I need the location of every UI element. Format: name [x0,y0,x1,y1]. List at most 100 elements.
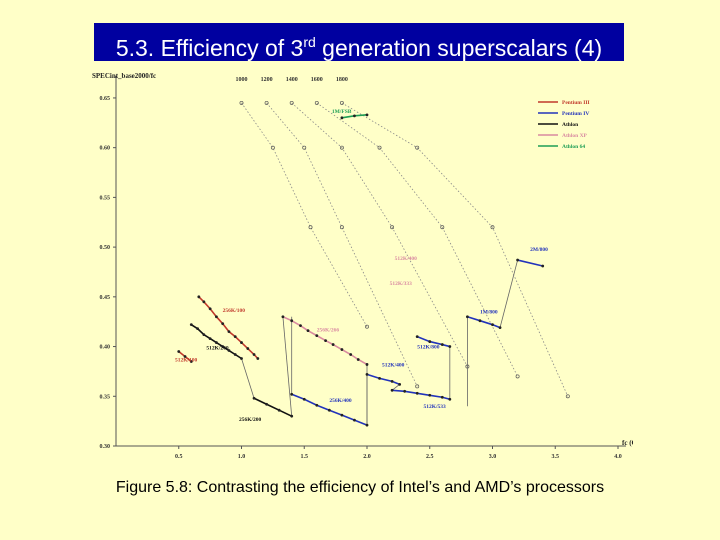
x-tick-label: 0.5 [175,454,183,460]
data-point [415,335,419,339]
config-annotation: 512K/533 [423,404,446,410]
data-point [227,349,231,352]
data-point [202,300,206,304]
y-tick-label: 0.60 [100,146,111,152]
config-annotation: 256K/400 [329,398,352,404]
iso-point [270,145,275,150]
y-tick-label: 0.65 [100,96,111,102]
data-point [299,324,302,328]
data-point [256,357,260,360]
config-annotation: 512K/400 [382,362,405,368]
config-annotation: 256K/100 [223,308,246,314]
series-connector [499,259,518,328]
iso-point [289,100,294,105]
data-point [403,389,407,393]
data-point [390,388,394,392]
iso-top-label: 1600 [311,77,323,83]
iso-line [316,102,518,377]
series-connector [241,358,255,399]
data-point [221,345,225,348]
config-annotation: 512K/200 [206,346,229,352]
config-annotation: 1M/800 [480,310,498,316]
x-tick-label: 1.0 [238,454,246,460]
iso-point [308,225,313,230]
x-axis-label: fc (GHz) [622,439,633,447]
data-point [240,341,243,344]
data-point [353,418,356,422]
data-point [340,348,344,351]
data-point [252,353,256,356]
data-point [398,382,402,386]
data-point [233,353,237,356]
iso-point [302,145,307,150]
data-point [189,360,193,363]
series-line [467,315,501,329]
x-tick-label: 2.0 [363,454,371,460]
iso-point [490,225,495,230]
data-point [215,341,218,344]
series-line [366,373,400,386]
iso-top-label: 1800 [336,77,348,83]
data-point [281,315,285,319]
data-point [183,355,187,358]
data-point [202,333,206,337]
data-point [324,339,327,342]
data-point [440,395,444,399]
config-annotation: 512K/400 [395,256,418,262]
iso-line [266,102,418,387]
data-point [227,330,231,334]
data-point [541,264,545,268]
data-point [277,408,281,412]
data-point [233,335,237,339]
x-tick-label: 3.0 [489,454,497,460]
iso-point [365,324,369,329]
data-point [315,403,319,407]
config-annotation: 512K/100 [175,357,198,363]
data-point [516,258,519,262]
data-point [215,315,218,319]
data-point [240,357,243,360]
config-annotation: 512K/800 [417,345,440,351]
series-line [416,335,451,348]
y-tick-label: 0.30 [100,444,111,450]
iso-line [241,102,368,327]
iso-point [440,225,445,230]
slide-title-rest: generation superscalars (4) [315,35,603,61]
data-point [315,334,319,338]
data-point [290,392,294,396]
data-point [327,408,331,412]
config-annotation: 1M/FSB [332,109,352,115]
y-tick-label: 0.55 [100,195,111,201]
data-point [415,391,419,395]
series-line [517,259,543,267]
data-point [466,315,469,319]
slide-title-superscript: rd [303,34,316,50]
config-annotation: 256K/266 [317,328,340,334]
slide-title-main: 5.3. Efficiency of 3 [115,35,304,61]
data-point [265,402,268,406]
data-point [331,343,335,346]
iso-point [515,374,520,379]
iso-point [377,145,382,150]
series-line [253,397,293,417]
figure-caption: Figure 5.8: Contrasting the efficiency o… [115,479,605,496]
series-connector [282,316,293,417]
iso-top-label: 1400 [286,77,298,83]
data-point [302,397,306,401]
iso-point [415,145,420,150]
y-tick-label: 0.35 [100,394,111,400]
slide-title: 5.3. Efficiency of 3rd generation supers… [94,23,624,61]
data-point [177,350,181,353]
iso-point [339,225,344,230]
iso-top-label: 1000 [236,77,248,83]
data-point [498,326,502,330]
data-point [290,414,294,418]
config-annotation: 2M/800 [530,247,548,253]
y-tick-label: 0.40 [100,345,111,351]
legend-entry: Athlon 64 [562,144,585,150]
data-point [340,413,344,417]
data-point [189,323,193,327]
data-point [221,322,225,326]
iso-point [339,145,344,150]
